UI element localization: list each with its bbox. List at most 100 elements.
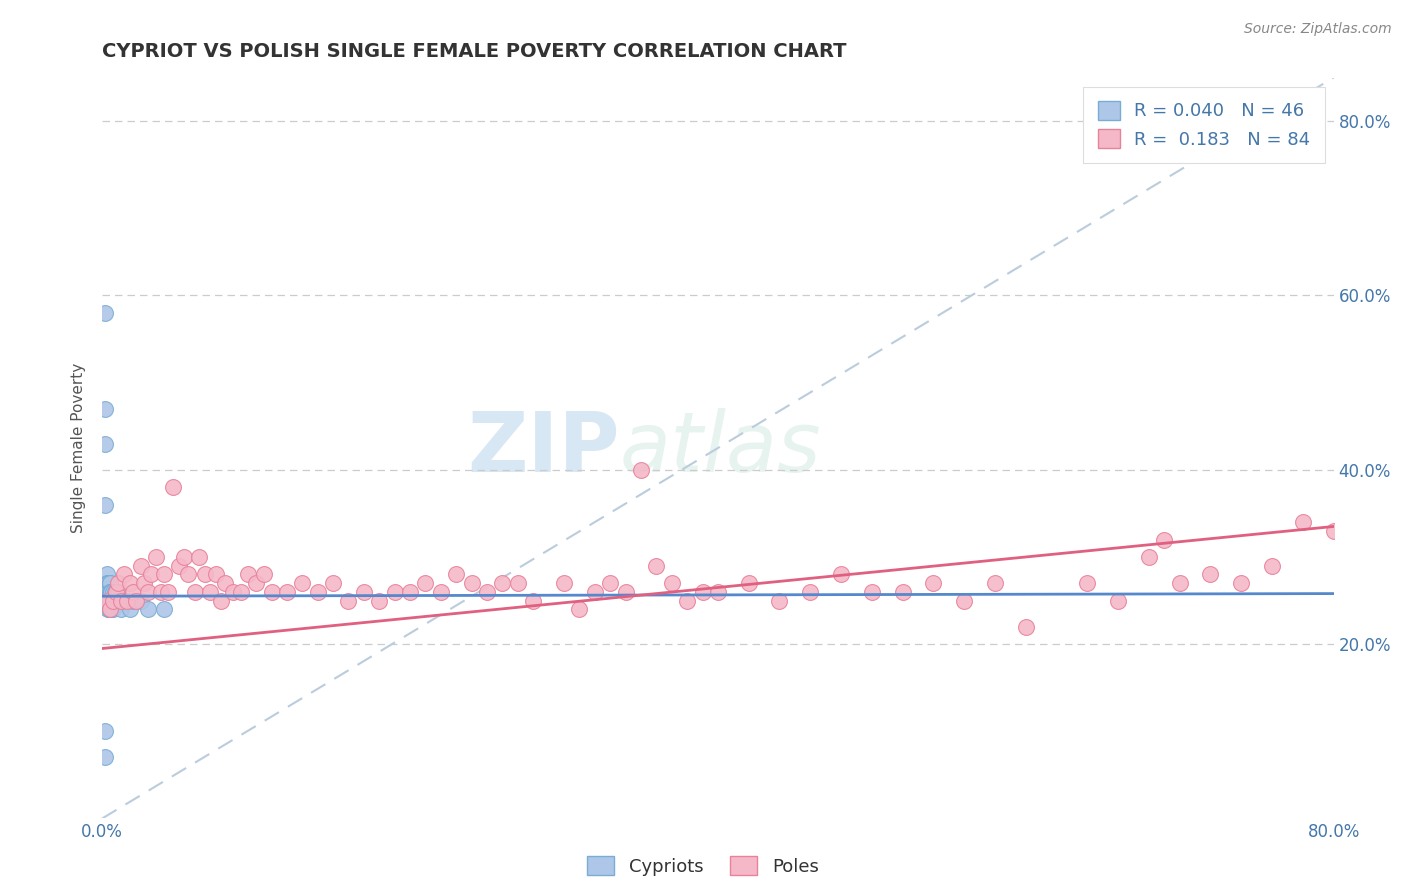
Point [1230, 576, 1253, 591]
Point [188, 549, 211, 564]
Point [94, 750, 117, 764]
Point [115, 593, 138, 607]
Point [676, 593, 699, 607]
Point [100, 602, 122, 616]
Point [1292, 515, 1315, 529]
Point [98, 584, 121, 599]
Point [1107, 593, 1129, 607]
Point [738, 576, 761, 591]
Point [107, 584, 129, 599]
Point [229, 584, 252, 599]
Point [129, 593, 152, 607]
Point [112, 567, 135, 582]
Point [132, 576, 155, 591]
Point [110, 602, 132, 616]
Point [984, 576, 1007, 591]
Point [353, 584, 375, 599]
Point [97, 584, 120, 599]
Text: CYPRIOT VS POLISH SINGLE FEMALE POVERTY CORRELATION CHART: CYPRIOT VS POLISH SINGLE FEMALE POVERTY … [103, 42, 846, 61]
Point [1261, 558, 1284, 573]
Point [209, 593, 232, 607]
Point [768, 593, 790, 607]
Point [98, 602, 121, 616]
Point [506, 576, 529, 591]
Point [522, 593, 544, 607]
Point [222, 584, 245, 599]
Point [430, 584, 453, 599]
Point [97, 602, 120, 616]
Point [399, 584, 422, 599]
Point [103, 593, 125, 607]
Point [692, 584, 714, 599]
Point [661, 576, 683, 591]
Point [97, 593, 120, 607]
Point [105, 593, 128, 607]
Point [122, 584, 145, 599]
Point [194, 567, 217, 582]
Point [107, 593, 129, 607]
Point [97, 602, 120, 616]
Point [98, 593, 121, 607]
Point [1168, 576, 1191, 591]
Point [98, 576, 121, 591]
Point [614, 584, 637, 599]
Point [152, 567, 174, 582]
Point [205, 567, 228, 582]
Point [645, 558, 668, 573]
Point [830, 567, 852, 582]
Y-axis label: Single Female Poverty: Single Female Poverty [72, 363, 86, 533]
Point [276, 584, 298, 599]
Point [96, 584, 118, 599]
Point [177, 567, 200, 582]
Point [125, 593, 148, 607]
Point [101, 602, 124, 616]
Point [491, 576, 513, 591]
Point [96, 593, 118, 607]
Point [101, 584, 124, 599]
Point [145, 549, 167, 564]
Point [141, 567, 163, 582]
Text: Source: ZipAtlas.com: Source: ZipAtlas.com [1244, 22, 1392, 37]
Point [860, 584, 883, 599]
Point [103, 584, 125, 599]
Point [100, 584, 122, 599]
Point [183, 584, 205, 599]
Point [922, 576, 945, 591]
Point [953, 593, 976, 607]
Point [307, 584, 329, 599]
Point [475, 584, 498, 599]
Point [253, 567, 276, 582]
Point [1015, 620, 1038, 634]
Point [568, 602, 591, 616]
Point [446, 567, 468, 582]
Point [101, 593, 124, 607]
Text: atlas: atlas [620, 408, 821, 489]
Point [94, 306, 117, 320]
Point [97, 584, 120, 599]
Point [97, 576, 120, 591]
Point [114, 593, 136, 607]
Point [291, 576, 314, 591]
Point [630, 463, 652, 477]
Point [245, 576, 267, 591]
Point [460, 576, 482, 591]
Text: ZIP: ZIP [467, 408, 620, 489]
Point [129, 558, 152, 573]
Point [94, 724, 117, 739]
Point [96, 593, 118, 607]
Point [100, 584, 122, 599]
Point [98, 602, 121, 616]
Point [337, 593, 360, 607]
Point [97, 593, 120, 607]
Point [98, 576, 121, 591]
Point [198, 584, 221, 599]
Point [1199, 567, 1222, 582]
Point [173, 549, 195, 564]
Legend: R = 0.040   N = 46, R =  0.183   N = 84: R = 0.040 N = 46, R = 0.183 N = 84 [1084, 87, 1324, 163]
Point [94, 498, 117, 512]
Point [94, 436, 117, 450]
Point [1076, 576, 1098, 591]
Point [118, 576, 141, 591]
Legend: Cypriots, Poles: Cypriots, Poles [579, 849, 827, 883]
Point [138, 584, 160, 599]
